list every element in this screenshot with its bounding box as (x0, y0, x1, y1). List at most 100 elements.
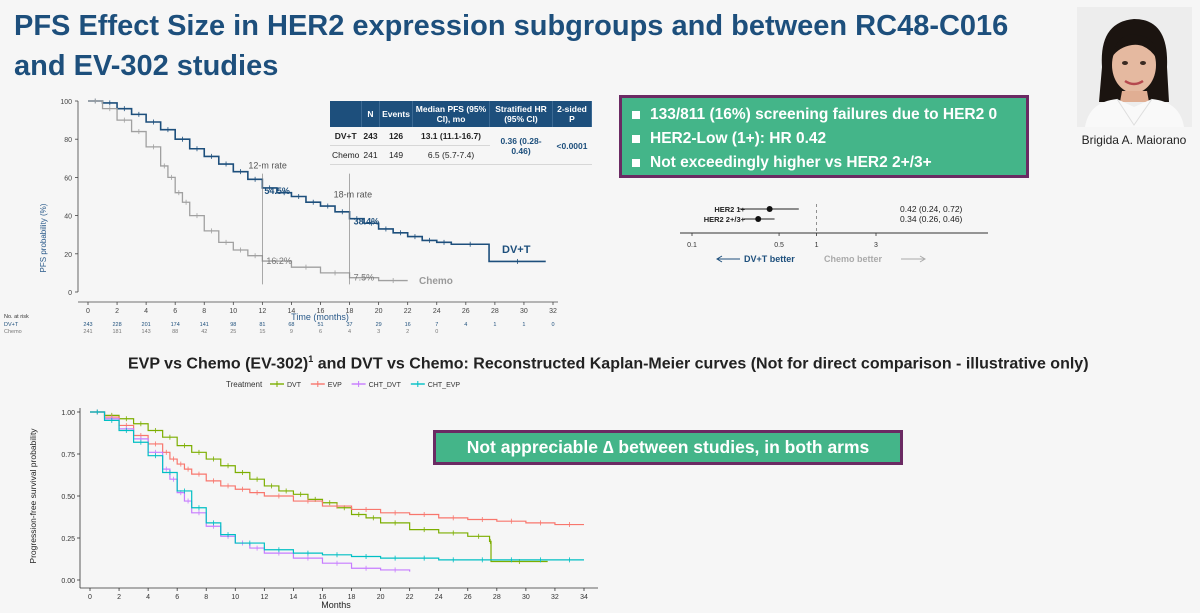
km2-x-tick-label: 2 (117, 594, 121, 601)
risk-table-header: No. at risk (4, 314, 29, 320)
table-cell-n: 243 (361, 127, 380, 146)
subtitle-superscript: 1 (308, 354, 314, 364)
km2-x-tick-label: 8 (204, 594, 208, 601)
risk-table-value: 81 (259, 322, 265, 328)
presenter-portrait-icon (1077, 7, 1192, 127)
forest-point (755, 216, 762, 222)
km1-annotation: 7.5% (354, 273, 375, 283)
forest-x-tick-label: 0.5 (774, 242, 784, 249)
forest-row-label: HER2 2+/3+ (704, 215, 746, 224)
legend-label: CHT_DVT (369, 382, 402, 389)
risk-table-value: 4 (348, 329, 351, 335)
km1-y-tick-label: 0 (68, 290, 72, 297)
km2-y-tick-label: 0.25 (61, 536, 75, 543)
pfs-table-header: Stratified HR (95% CI) (489, 101, 553, 127)
presenter-photo (1077, 7, 1192, 127)
forest-row-label: HER2 1+ (714, 205, 745, 214)
km1-x-tick-label: 18 (346, 308, 354, 315)
risk-table-value: 15 (259, 329, 265, 335)
forest-x-tick-label: 3 (874, 242, 878, 249)
table-cell-hr: 0.36 (0.28-0.46) (489, 127, 553, 165)
bullet-text: Not exceedingly higher vs HER2 2+/3+ (650, 154, 932, 171)
risk-table-value: 6 (319, 329, 322, 335)
bullet-square-icon (632, 159, 640, 167)
risk-table-value: 16 (405, 322, 411, 328)
km1-x-tick-label: 6 (173, 308, 177, 315)
risk-table-value: 201 (142, 322, 151, 328)
risk-table-value: 37 (347, 322, 353, 328)
km1-x-tick-label: 8 (202, 308, 206, 315)
km1-annotation: 38.4% (354, 217, 380, 227)
bullet-text: HER2-Low (1+): HR 0.42 (650, 130, 827, 147)
risk-table-value: 4 (464, 322, 467, 328)
risk-table-value: 29 (376, 322, 382, 328)
bullet-square-icon (632, 135, 640, 143)
forest-x-tick-label: 0.1 (687, 242, 697, 249)
km2-x-tick-label: 14 (290, 594, 298, 601)
forest-row-value: 0.34 (0.26, 0.46) (900, 214, 963, 224)
bullet-item: 133/811 (16%) screening failures due to … (632, 103, 1016, 127)
subtitle-main: EVP vs Chemo (EV-302) (128, 355, 309, 373)
bullet-text: 133/811 (16%) screening failures due to … (650, 106, 998, 123)
legend-title: Treatment (226, 380, 263, 389)
legend-label: EVP (328, 382, 342, 389)
km1-x-tick-label: 2 (115, 308, 119, 315)
km1-ylabel: PFS probability (%) (39, 203, 48, 272)
risk-table-value: 42 (201, 329, 207, 335)
km2-x-tick-label: 0 (88, 594, 92, 601)
km1-label-chemo: Chemo (419, 276, 453, 287)
km2-x-tick-label: 10 (231, 594, 239, 601)
km1-x-tick-label: 26 (462, 308, 470, 315)
arrow-left-icon (716, 255, 740, 263)
table-cell-p: <0.0001 (552, 127, 592, 165)
km1-xlabel: Time (months) (291, 312, 349, 322)
forest-x-tick-label: 1 (815, 242, 819, 249)
km2-x-tick-label: 22 (406, 594, 414, 601)
km2-series-line (90, 411, 584, 561)
forest-row-value: 0.42 (0.24, 0.72) (900, 204, 963, 214)
km1-x-tick-label: 0 (86, 308, 90, 315)
risk-table-value: 1 (522, 322, 525, 328)
key-points-box: 133/811 (16%) screening failures due to … (619, 95, 1029, 178)
risk-table-value: 181 (112, 329, 121, 335)
risk-table-value: 51 (317, 322, 323, 328)
km1-y-tick-label: 20 (64, 252, 72, 259)
km1-label-dvt: DV+T (502, 244, 531, 256)
risk-table-value: 141 (200, 322, 209, 328)
table-cell-median: 13.1 (11.1-16.7) (412, 127, 490, 146)
presenter-name: Brigida A. Maiorano (1081, 133, 1187, 147)
km1-x-tick-label: 30 (520, 308, 528, 315)
bullet-item: Not exceedingly higher vs HER2 2+/3+ (632, 151, 1016, 175)
slide-title: PFS Effect Size in HER2 expression subgr… (14, 10, 1009, 82)
km1-y-tick-label: 100 (60, 99, 72, 106)
risk-table-value: 0 (435, 329, 438, 335)
km2-x-tick-label: 4 (146, 594, 150, 601)
risk-table-value: 3 (377, 329, 380, 335)
km2-x-tick-label: 30 (522, 594, 530, 601)
section-subtitle: EVP vs Chemo (EV-302)1 and DVT vs Chemo:… (128, 354, 1138, 373)
risk-table-value: 243 (83, 322, 92, 328)
km2-x-tick-label: 26 (464, 594, 472, 601)
km2-y-tick-label: 0.50 (61, 494, 75, 501)
km2-x-tick-label: 16 (319, 594, 327, 601)
risk-table-value: 0 (551, 322, 554, 328)
risk-table-value: 88 (172, 329, 178, 335)
km1-x-tick-label: 22 (404, 308, 412, 315)
forest-right-label: Chemo better (824, 254, 883, 264)
risk-table-row-label: DV+T (4, 322, 19, 328)
km2-x-tick-label: 34 (580, 594, 588, 601)
table-cell-median: 6.5 (5.7-7.4) (412, 145, 490, 165)
forest-left-label: DV+T better (744, 254, 795, 264)
pfs-table-header: Events (379, 101, 413, 127)
risk-table-value: 1 (493, 322, 496, 328)
forest-plot: 0.1 0.5 1 3 HER2 1+ 0.42 (0.24, 0.72) HER2 2+/… (680, 204, 988, 264)
km2-ylabel: Progression-free survival probability (28, 428, 38, 564)
km1-x-tick-label: 4 (144, 308, 148, 315)
pfs-table-header: N (361, 101, 381, 127)
km1-x-tick-label: 28 (491, 308, 499, 315)
risk-table-value: 68 (288, 322, 294, 328)
table-cell-arm: DV+T (330, 127, 362, 146)
km1-annotation: 12-m rate (248, 161, 287, 171)
km-chart-bottom: Treatment DVT EVP CHT_DVT CHT_EVP 0.00 0.25 0.… (28, 380, 598, 610)
